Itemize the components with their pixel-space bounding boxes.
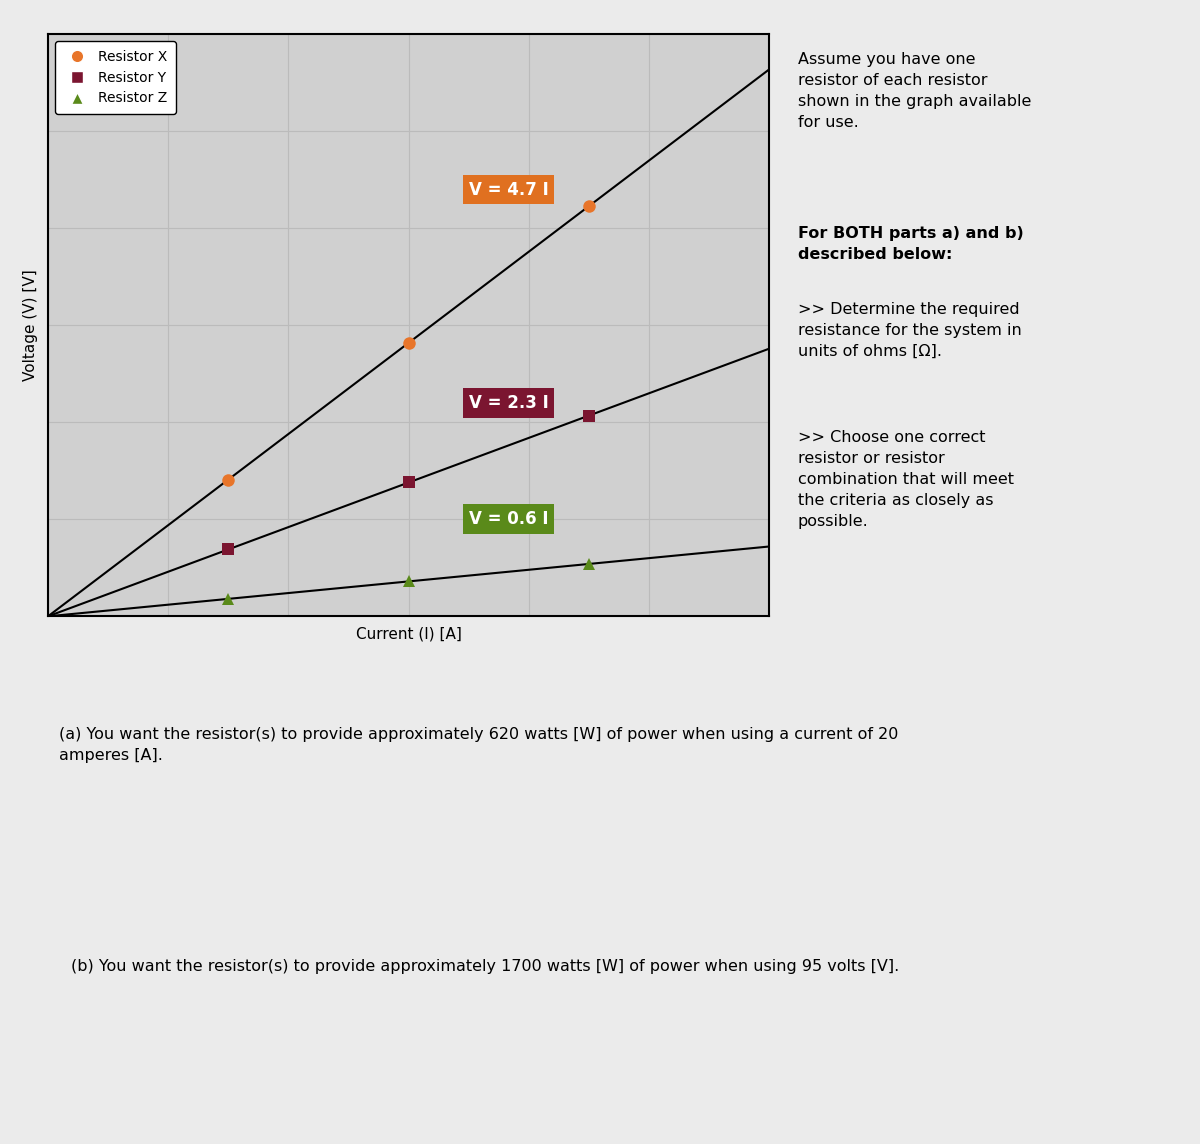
Text: V = 0.6 I: V = 0.6 I — [469, 510, 548, 529]
Text: (a) You want the resistor(s) to provide approximately 620 watts [W] of power whe: (a) You want the resistor(s) to provide … — [59, 726, 899, 763]
Text: V = 2.3 I: V = 2.3 I — [469, 394, 548, 412]
Text: (b) You want the resistor(s) to provide approximately 1700 watts [W] of power wh: (b) You want the resistor(s) to provide … — [71, 960, 899, 975]
Text: V = 4.7 I: V = 4.7 I — [469, 181, 548, 199]
Text: For BOTH parts a) and b)
described below:: For BOTH parts a) and b) described below… — [798, 227, 1024, 262]
Legend: Resistor X, Resistor Y, Resistor Z: Resistor X, Resistor Y, Resistor Z — [55, 41, 175, 113]
Text: >> Choose one correct
resistor or resistor
combination that will meet
the criter: >> Choose one correct resistor or resist… — [798, 430, 1014, 529]
Text: >> Determine the required
resistance for the system in
units of ohms [Ω].: >> Determine the required resistance for… — [798, 302, 1021, 359]
X-axis label: Current (I) [A]: Current (I) [A] — [355, 627, 462, 642]
Y-axis label: Voltage (V) [V]: Voltage (V) [V] — [23, 270, 37, 381]
Text: Assume you have one
resistor of each resistor
shown in the graph available
for u: Assume you have one resistor of each res… — [798, 51, 1031, 129]
